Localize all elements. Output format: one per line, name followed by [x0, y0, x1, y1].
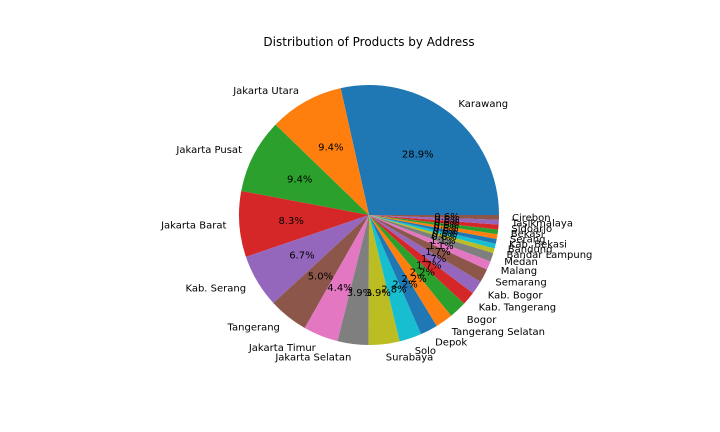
pie-slice — [275, 88, 369, 215]
slice-percent-label: 5.0% — [308, 272, 333, 283]
pie-slice — [369, 215, 487, 282]
slice-percent-label: 3.9% — [347, 288, 372, 299]
slice-category-label: Bogor — [467, 315, 497, 326]
pie-slice — [369, 215, 481, 294]
slice-category-label: Tangerang Selatan — [451, 327, 545, 338]
slice-percent-label: 0.6% — [432, 229, 457, 240]
slice-category-label: Surabaya — [386, 353, 433, 364]
slice-category-label: Sidoarjo — [511, 224, 552, 235]
pie-slice — [369, 215, 499, 235]
slice-percent-label: 2.2% — [401, 274, 426, 285]
slice-category-label: Jakarta Pusat — [175, 145, 242, 156]
slice-category-label: Medan — [504, 257, 538, 268]
pie-slice — [369, 215, 499, 220]
slice-percent-label: 0.6% — [433, 224, 458, 235]
pie-slice — [368, 215, 400, 346]
pie-slice — [369, 215, 437, 335]
slice-category-label: Depok — [435, 337, 467, 348]
slice-category-label: Serang — [510, 234, 545, 245]
slice-percent-label: 2.8% — [381, 284, 406, 295]
pie-slice — [369, 215, 498, 240]
slice-percent-label: 3.9% — [365, 288, 390, 299]
slice-percent-label: 8.3% — [278, 216, 303, 227]
pie-slice — [369, 215, 422, 342]
slice-percent-label: 28.9% — [402, 150, 434, 161]
slice-category-label: Solo — [415, 346, 436, 357]
slice-percent-label: 4.4% — [327, 283, 352, 294]
pie-slice — [369, 215, 496, 249]
pie-slice — [369, 215, 495, 254]
slice-category-label: Tangerang — [227, 322, 280, 333]
slice-category-label: Tasikmalaya — [511, 219, 573, 230]
chart-title: Distribution of Products by Address — [263, 35, 474, 49]
slice-category-label: Karawang — [458, 99, 508, 110]
slice-percent-label: 2.2% — [392, 280, 417, 291]
slice-category-label: Cirebon — [512, 213, 551, 224]
slice-category-label: Semarang — [495, 277, 546, 288]
slice-category-label: Kab. Bogor — [488, 290, 544, 301]
slice-category-label: Jakarta Selatan — [274, 352, 351, 363]
percent-labels: 28.9%9.4%9.4%8.3%6.7%5.0%4.4%3.9%3.9%2.8… — [278, 143, 459, 300]
slice-percent-label: 2.2% — [410, 267, 435, 278]
slice-percent-label: 1.1% — [428, 241, 453, 252]
pie-slice — [369, 215, 452, 326]
pie-slice — [369, 215, 465, 316]
slice-category-label: Malang — [501, 266, 537, 277]
pie-slice — [337, 215, 369, 345]
pie-slice — [369, 215, 499, 230]
slice-percent-label: 1.7% — [416, 261, 441, 272]
pie-slice — [304, 215, 369, 342]
slice-percent-label: 0.6% — [434, 215, 459, 226]
slice-percent-label: 1.1% — [430, 236, 455, 247]
pie-slice — [369, 215, 494, 262]
slice-category-label: Jakarta Utara — [232, 86, 299, 97]
slice-category-label: Jakarta Barat — [160, 221, 226, 232]
slice-category-label: Bandar Lampung — [507, 250, 593, 261]
pie-slice — [369, 215, 497, 244]
slice-category-label: Jakarta Timur — [248, 343, 317, 354]
slice-percent-label: 0.6% — [434, 218, 459, 229]
slice-category-label: Kab. Tangerang — [479, 302, 557, 313]
pie-slice — [245, 215, 369, 303]
pie-slice — [273, 215, 369, 328]
slice-category-label: Bekasi — [511, 229, 544, 240]
slice-category-label: Kab. Bekasi — [509, 240, 567, 251]
pie-slice — [340, 85, 499, 216]
slice-percent-label: 1.7% — [421, 254, 446, 265]
pie-slice — [241, 124, 369, 215]
slice-percent-label: 0.6% — [431, 232, 456, 243]
slice-percent-label: 0.6% — [434, 212, 459, 223]
slice-percent-label: 6.7% — [289, 250, 314, 261]
pie-slices — [239, 85, 499, 346]
pie-slice — [369, 215, 499, 225]
pie-slice — [369, 215, 473, 304]
slice-percent-label: 0.6% — [433, 226, 458, 237]
slice-percent-label: 9.4% — [287, 175, 312, 186]
slice-labels: Karawang Jakarta Utara Jakarta Pusat Jakart… — [160, 86, 592, 364]
slice-category-label: Kab. Serang — [185, 284, 246, 295]
slice-percent-label: 9.4% — [318, 143, 343, 154]
slice-percent-label: 1.7% — [425, 247, 450, 258]
slice-category-label: Bandung — [508, 245, 553, 256]
slice-percent-label: 0.6% — [434, 221, 459, 232]
pie-slice — [369, 215, 491, 270]
pie-slice — [239, 190, 369, 257]
